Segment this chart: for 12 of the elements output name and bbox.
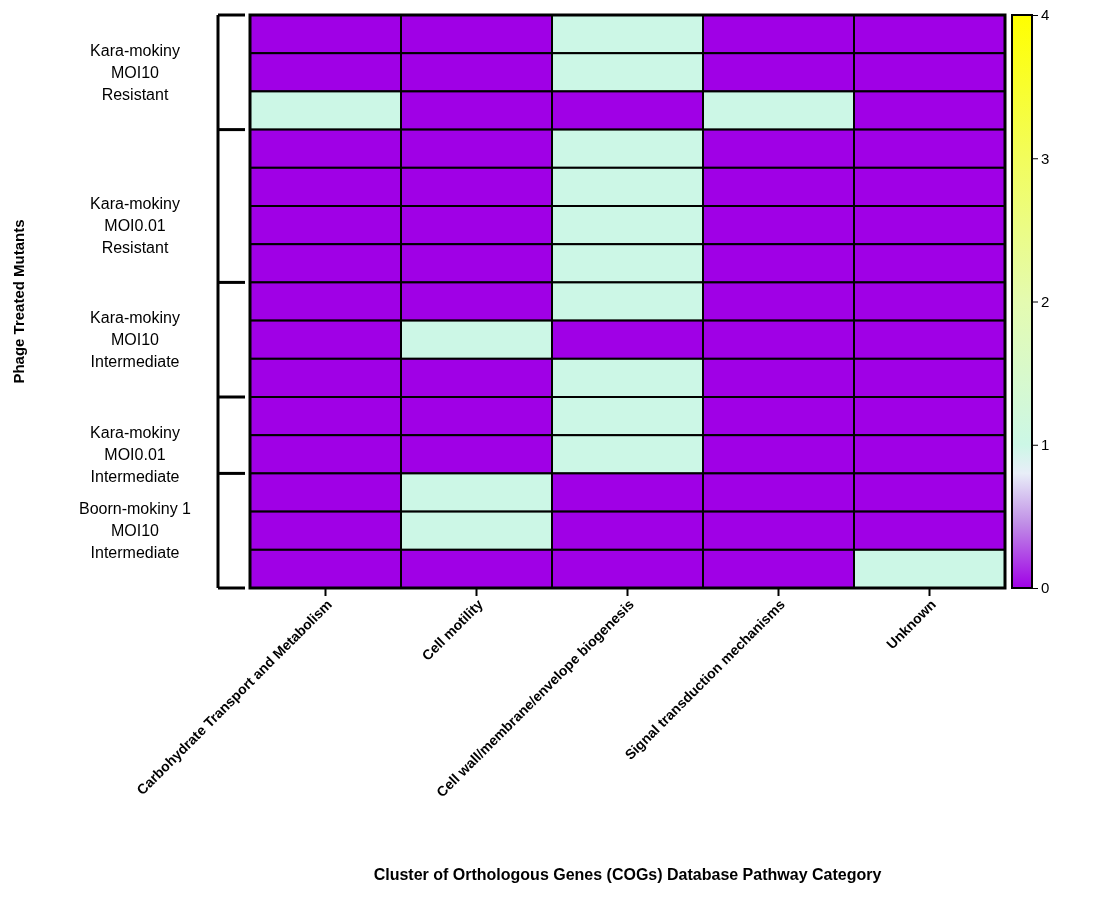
color-bar-label: 4	[1041, 6, 1050, 24]
color-bar-label: 2	[1041, 292, 1050, 310]
x-axis-title: Cluster of Orthologous Genes (COGs) Database Pathway Category	[373, 866, 882, 883]
y-tick-label: Kara-mokiny MOI10 Intermediate	[90, 309, 180, 371]
y-tick-label: Boorn-mokiny 1 MOI10 Intermediate	[78, 500, 192, 562]
color-bar-label: 3	[1041, 149, 1050, 167]
y-axis-title: Phage Treated Mutants	[10, 219, 27, 384]
color-bar-label: 1	[1041, 436, 1050, 454]
y-tick-label: Kara-mokiny MOI0.01 Resistant	[90, 194, 180, 256]
y-tick-label: Kara-mokiny MOI10 Resistant	[90, 41, 180, 103]
color-bar-label: 0	[1041, 579, 1050, 597]
y-tick-label: Kara-mokiny MOI0.01 Intermediate	[90, 423, 180, 485]
